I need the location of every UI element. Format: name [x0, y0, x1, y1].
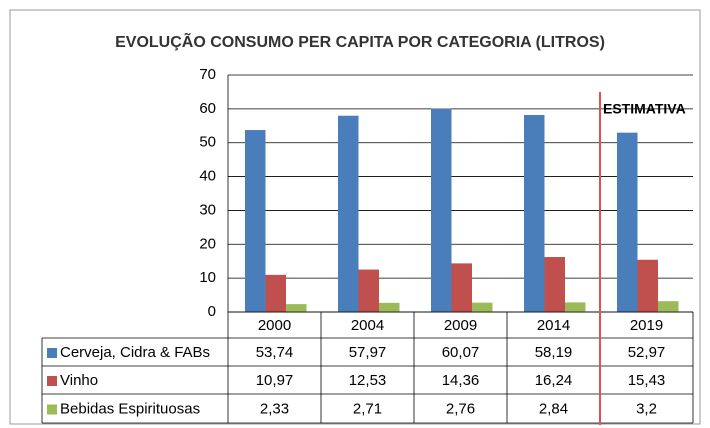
x-tick-label: 2019: [630, 317, 663, 334]
y-tick-label: 10: [199, 269, 216, 286]
bar: [338, 115, 359, 313]
y-tick-label: 40: [199, 168, 216, 185]
table-value: 58,19: [535, 344, 573, 361]
table-value: 16,24: [535, 372, 573, 389]
table-value: 10,97: [256, 372, 294, 389]
legend-swatch: [47, 376, 57, 386]
bar: [637, 259, 658, 312]
table-value: 2,71: [353, 400, 382, 417]
legend-label: Bebidas Espirituosas: [60, 400, 200, 417]
table-value: 60,07: [442, 344, 480, 361]
table-value: 2,76: [446, 400, 475, 417]
bar: [358, 269, 379, 312]
bar: [472, 302, 493, 312]
table-value: 15,43: [628, 372, 666, 389]
legend-label: Vinho: [60, 372, 98, 389]
chart-title: EVOLUÇÃO CONSUMO PER CAPITA POR CATEGORI…: [115, 31, 605, 51]
bar: [245, 130, 266, 312]
x-tick-label: 2009: [444, 317, 477, 334]
y-tick-label: 20: [199, 235, 216, 252]
bar: [431, 108, 452, 312]
y-tick-label: 0: [208, 303, 216, 320]
table-value: 57,97: [349, 344, 387, 361]
bar: [286, 304, 307, 312]
table-value: 53,74: [256, 344, 294, 361]
x-tick-label: 2000: [258, 317, 291, 334]
legend-swatch: [47, 404, 57, 415]
y-tick-label: 50: [199, 134, 216, 151]
y-tick-label: 60: [199, 100, 216, 117]
table-value: 12,53: [349, 372, 387, 389]
table-value: 3,2: [636, 400, 657, 417]
bar: [544, 257, 565, 312]
bar: [658, 301, 679, 312]
bar: [617, 132, 638, 312]
x-tick-label: 2014: [537, 317, 570, 334]
bar: [524, 114, 545, 312]
x-tick-label: 2004: [351, 317, 384, 334]
annotation: ESTIMATIVA: [603, 101, 686, 117]
table-value: 2,84: [539, 400, 568, 417]
table-value: 2,33: [260, 400, 289, 417]
y-tick-label: 70: [199, 66, 216, 83]
legend-swatch: [47, 348, 57, 358]
bar: [565, 302, 586, 312]
y-tick-label: 30: [199, 201, 216, 218]
bar: [379, 302, 400, 312]
legend-label: Cerveja, Cidra & FABs: [60, 344, 210, 361]
table-value: 52,97: [628, 344, 666, 361]
table-value: 14,36: [442, 372, 480, 389]
bar: [451, 263, 472, 312]
bar: [265, 274, 286, 312]
